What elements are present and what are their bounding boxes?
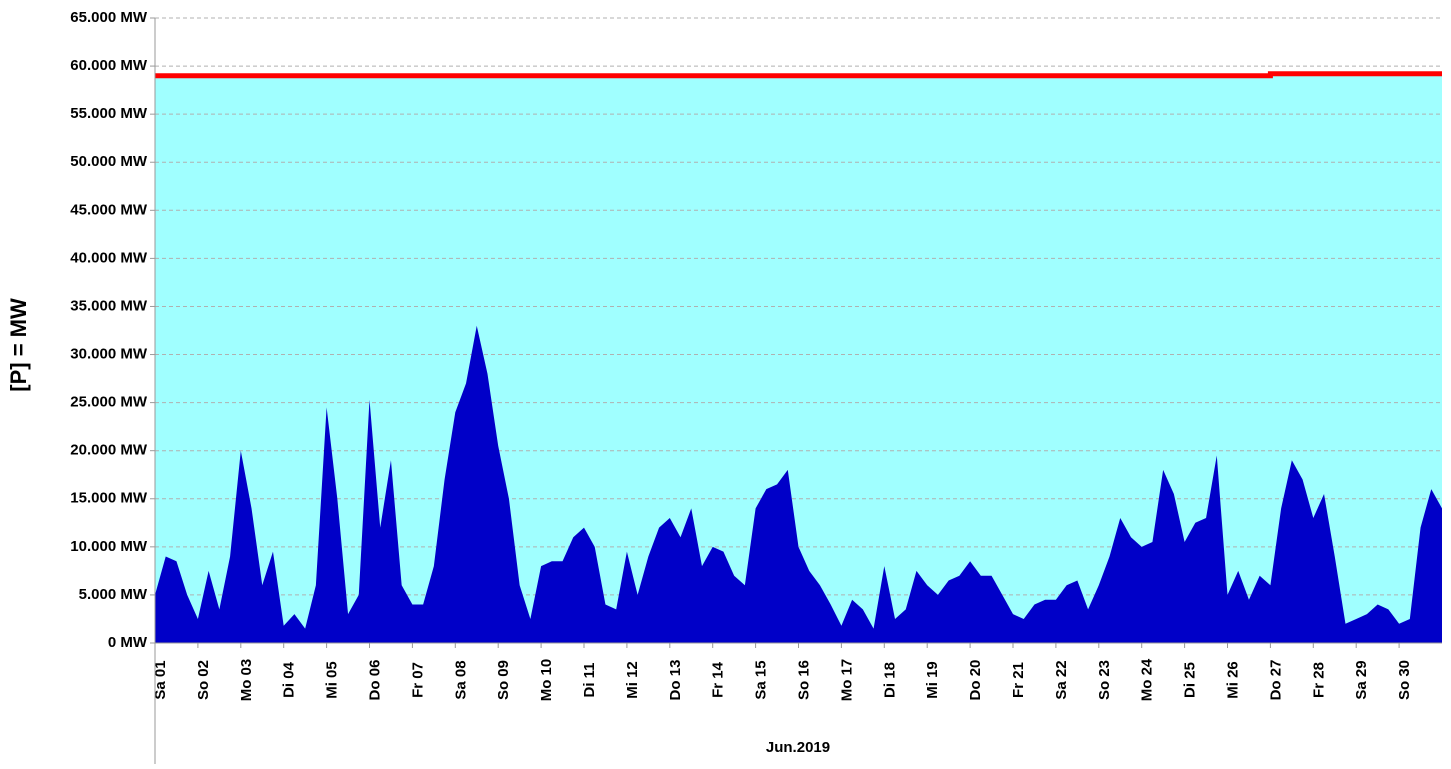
x-tick-label: So 16 <box>795 660 812 700</box>
x-tick-label: Sa 22 <box>1053 660 1070 699</box>
y-tick-label: 30.000 MW <box>70 346 148 363</box>
y-tick-label: 25.000 MW <box>70 394 148 411</box>
x-tick-label: Do 13 <box>667 660 684 701</box>
x-tick-label: Mi 26 <box>1224 661 1241 699</box>
y-tick-label: 60.000 MW <box>70 57 148 74</box>
x-tick-label: Di 04 <box>281 661 298 698</box>
x-tick-label: Mi 19 <box>924 661 941 699</box>
x-tick-label: Fr 14 <box>710 661 727 698</box>
y-tick-label: 5.000 MW <box>79 586 148 603</box>
x-tick-label: Mi 05 <box>324 661 341 699</box>
x-tick-label: Sa 29 <box>1353 660 1370 699</box>
x-tick-label: Sa 08 <box>452 660 469 699</box>
y-tick-label: 35.000 MW <box>70 297 148 314</box>
x-tick-label: Mo 10 <box>538 659 555 702</box>
x-tick-label: Fr 07 <box>409 662 426 698</box>
x-tick-label: Di 25 <box>1182 662 1199 698</box>
y-tick-label: 20.000 MW <box>70 442 148 459</box>
x-tick-label: Fr 28 <box>1310 662 1327 698</box>
y-tick-label: 55.000 MW <box>70 105 148 122</box>
x-tick-label: So 23 <box>1096 660 1113 700</box>
x-tick-label: Mo 17 <box>838 659 855 702</box>
x-tick-label: Mi 12 <box>624 661 641 699</box>
x-tick-label: Do 06 <box>366 660 383 701</box>
x-tick-label: Sa 15 <box>753 660 770 699</box>
y-tick-label: 65.000 MW <box>70 9 148 26</box>
x-axis-title: Jun.2019 <box>766 739 830 756</box>
x-tick-label: Di 18 <box>881 662 898 698</box>
x-tick-label: Sa 01 <box>152 660 169 699</box>
y-tick-label: 10.000 MW <box>70 538 148 555</box>
y-tick-label: 50.000 MW <box>70 153 148 170</box>
x-tick-label: So 02 <box>195 660 212 700</box>
capacity-line <box>155 71 1442 79</box>
area <box>155 325 1442 643</box>
y-tick-label: 45.000 MW <box>70 201 148 218</box>
y-axis-title: [P] = MW <box>6 298 31 392</box>
x-tick-label: Mo 24 <box>1139 658 1156 701</box>
y-tick-label: 0 MW <box>108 634 148 651</box>
x-tick-label: Di 11 <box>581 662 598 697</box>
x-tick-label: Do 20 <box>967 660 984 701</box>
x-tick-label: So 09 <box>495 660 512 700</box>
x-tick-label: So 30 <box>1396 660 1413 700</box>
y-tick-label: 15.000 MW <box>70 490 148 507</box>
x-tick-label: Fr 21 <box>1010 662 1027 698</box>
y-tick-label: 40.000 MW <box>70 249 148 266</box>
x-tick-label: Mo 03 <box>238 659 255 702</box>
x-tick-label: Do 27 <box>1267 660 1284 701</box>
